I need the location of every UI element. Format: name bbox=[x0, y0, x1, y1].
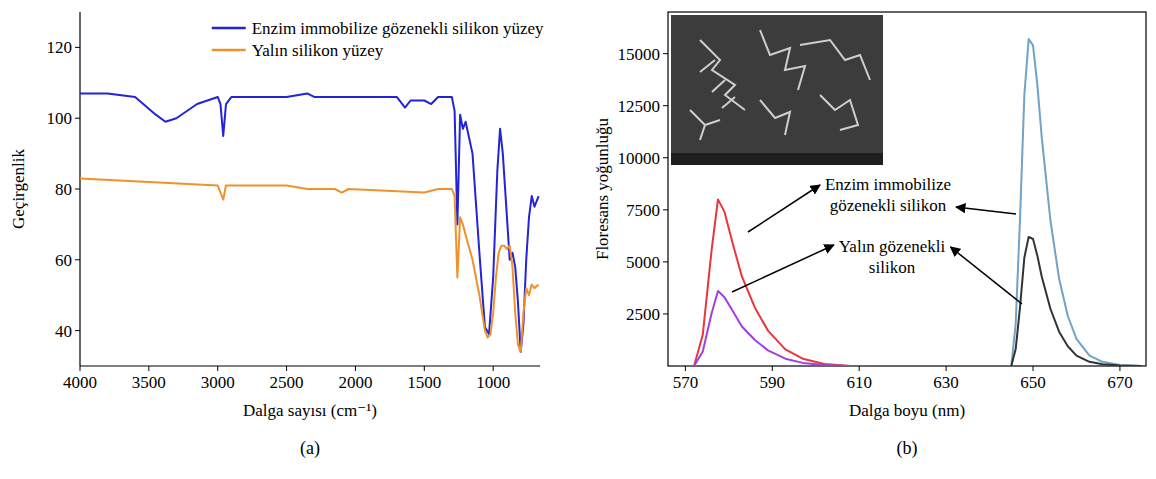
y-axis-title: Geçirgenlik bbox=[9, 149, 28, 229]
y-axis-title: Floresans yoğunluğu bbox=[593, 117, 612, 260]
series-line bbox=[677, 291, 851, 366]
inset-texture bbox=[800, 40, 870, 80]
x-tick bbox=[946, 366, 947, 371]
inset-image bbox=[671, 15, 883, 165]
y-tick-label: 80 bbox=[55, 180, 72, 199]
y-tick bbox=[75, 47, 80, 48]
y-tick bbox=[75, 259, 80, 260]
series-line bbox=[80, 93, 539, 351]
x-tick bbox=[1033, 366, 1034, 371]
inset-strip bbox=[671, 153, 883, 165]
series-group bbox=[80, 93, 539, 351]
x-tick-label: 610 bbox=[846, 373, 872, 392]
x-tick-label: 630 bbox=[933, 373, 959, 392]
x-tick-label: 2000 bbox=[338, 373, 372, 392]
x-tick-label: 4000 bbox=[63, 373, 97, 392]
x-tick-label: 3500 bbox=[132, 373, 166, 392]
annotation-arrows bbox=[732, 245, 1022, 304]
inset-texture bbox=[690, 110, 720, 140]
arrow bbox=[732, 245, 834, 292]
annotation-line: Enzim immobilize bbox=[825, 175, 951, 194]
x-tick-label: 2500 bbox=[270, 373, 304, 392]
x-tick-label: 1000 bbox=[476, 373, 510, 392]
series-group bbox=[677, 39, 1142, 366]
x-tick-label: 1500 bbox=[407, 373, 441, 392]
plot-frame bbox=[668, 12, 1146, 366]
y-tick bbox=[663, 313, 668, 314]
figure: 4000 3500 3000 2500 2000 1500 1000 40 60 80 100 120… bbox=[0, 0, 1156, 479]
inset-texture bbox=[700, 60, 735, 108]
y-tick bbox=[663, 53, 668, 54]
y-tick bbox=[75, 189, 80, 190]
x-tick bbox=[80, 366, 81, 371]
x-tick-label: 3000 bbox=[201, 373, 235, 392]
legend-label: Yalın silikon yüzey bbox=[252, 41, 384, 60]
annotation-line: gözenekli silikon bbox=[830, 196, 947, 215]
inset-texture bbox=[760, 30, 805, 90]
y-tick-label: 40 bbox=[55, 322, 72, 341]
inset-texture bbox=[820, 95, 858, 130]
annotation: Yalın gözenekli silikon bbox=[839, 237, 946, 277]
legend-swatch bbox=[212, 49, 246, 52]
y-tick-label: 120 bbox=[47, 38, 73, 57]
x-tick bbox=[355, 366, 356, 371]
y-tick-label: 7500 bbox=[626, 201, 660, 220]
y-tick bbox=[663, 157, 668, 158]
panel-label: (a) bbox=[300, 438, 320, 459]
arrow bbox=[956, 207, 1016, 214]
annotation-line: silikon bbox=[869, 258, 916, 277]
legend-swatch bbox=[212, 27, 246, 30]
x-tick bbox=[772, 366, 773, 371]
x-tick bbox=[1119, 366, 1120, 371]
x-axis-title: Dalga boyu (nm) bbox=[849, 401, 965, 420]
panel-label: (b) bbox=[897, 438, 918, 459]
arrow bbox=[748, 185, 820, 232]
series-line bbox=[80, 178, 539, 351]
x-tick-label: 650 bbox=[1020, 373, 1046, 392]
sem-inset bbox=[671, 15, 883, 165]
y-tick-label: 5000 bbox=[626, 253, 660, 272]
y-tick-label: 10000 bbox=[618, 149, 661, 168]
inset-texture bbox=[700, 40, 745, 110]
y-tick bbox=[75, 330, 80, 331]
arrow bbox=[950, 247, 1022, 304]
y-tick bbox=[75, 118, 80, 119]
y-tick-label: 15000 bbox=[618, 45, 661, 64]
x-tick bbox=[424, 366, 425, 371]
y-tick-label: 2500 bbox=[626, 305, 660, 324]
annotation-arrows bbox=[748, 185, 1016, 232]
x-tick bbox=[217, 366, 218, 371]
series-line bbox=[677, 199, 1012, 366]
series-line bbox=[1011, 237, 1141, 366]
y-tick-label: 100 bbox=[47, 109, 73, 128]
x-tick bbox=[148, 366, 149, 371]
x-tick-label: 590 bbox=[760, 373, 786, 392]
x-tick bbox=[685, 366, 686, 371]
y-tick bbox=[663, 105, 668, 106]
x-tick bbox=[493, 366, 494, 371]
x-tick-label: 570 bbox=[673, 373, 699, 392]
x-tick bbox=[859, 366, 860, 371]
x-tick-label: 670 bbox=[1107, 373, 1133, 392]
y-tick bbox=[663, 261, 668, 262]
panel: 570 590 610 630 650 670 2500 5000 7500 10000 12500… bbox=[593, 12, 1146, 459]
x-tick bbox=[286, 366, 287, 371]
series-line bbox=[1011, 39, 1141, 366]
panel: 4000 3500 3000 2500 2000 1500 1000 40 60 80 100 120… bbox=[9, 12, 544, 459]
legend: Enzim immobilize gözenekli silikon yüzey… bbox=[212, 19, 544, 60]
y-tick bbox=[663, 209, 668, 210]
annotation-line: Yalın gözenekli bbox=[839, 237, 946, 256]
x-axis-title: Dalga sayısı (cm⁻¹) bbox=[243, 401, 377, 420]
annotation: Enzim immobilize gözenekli silikon bbox=[825, 175, 951, 215]
y-tick-label: 60 bbox=[55, 251, 72, 270]
y-tick-label: 12500 bbox=[618, 97, 661, 116]
inset-texture bbox=[760, 100, 790, 135]
legend-label: Enzim immobilize gözenekli silikon yüzey bbox=[252, 19, 544, 38]
